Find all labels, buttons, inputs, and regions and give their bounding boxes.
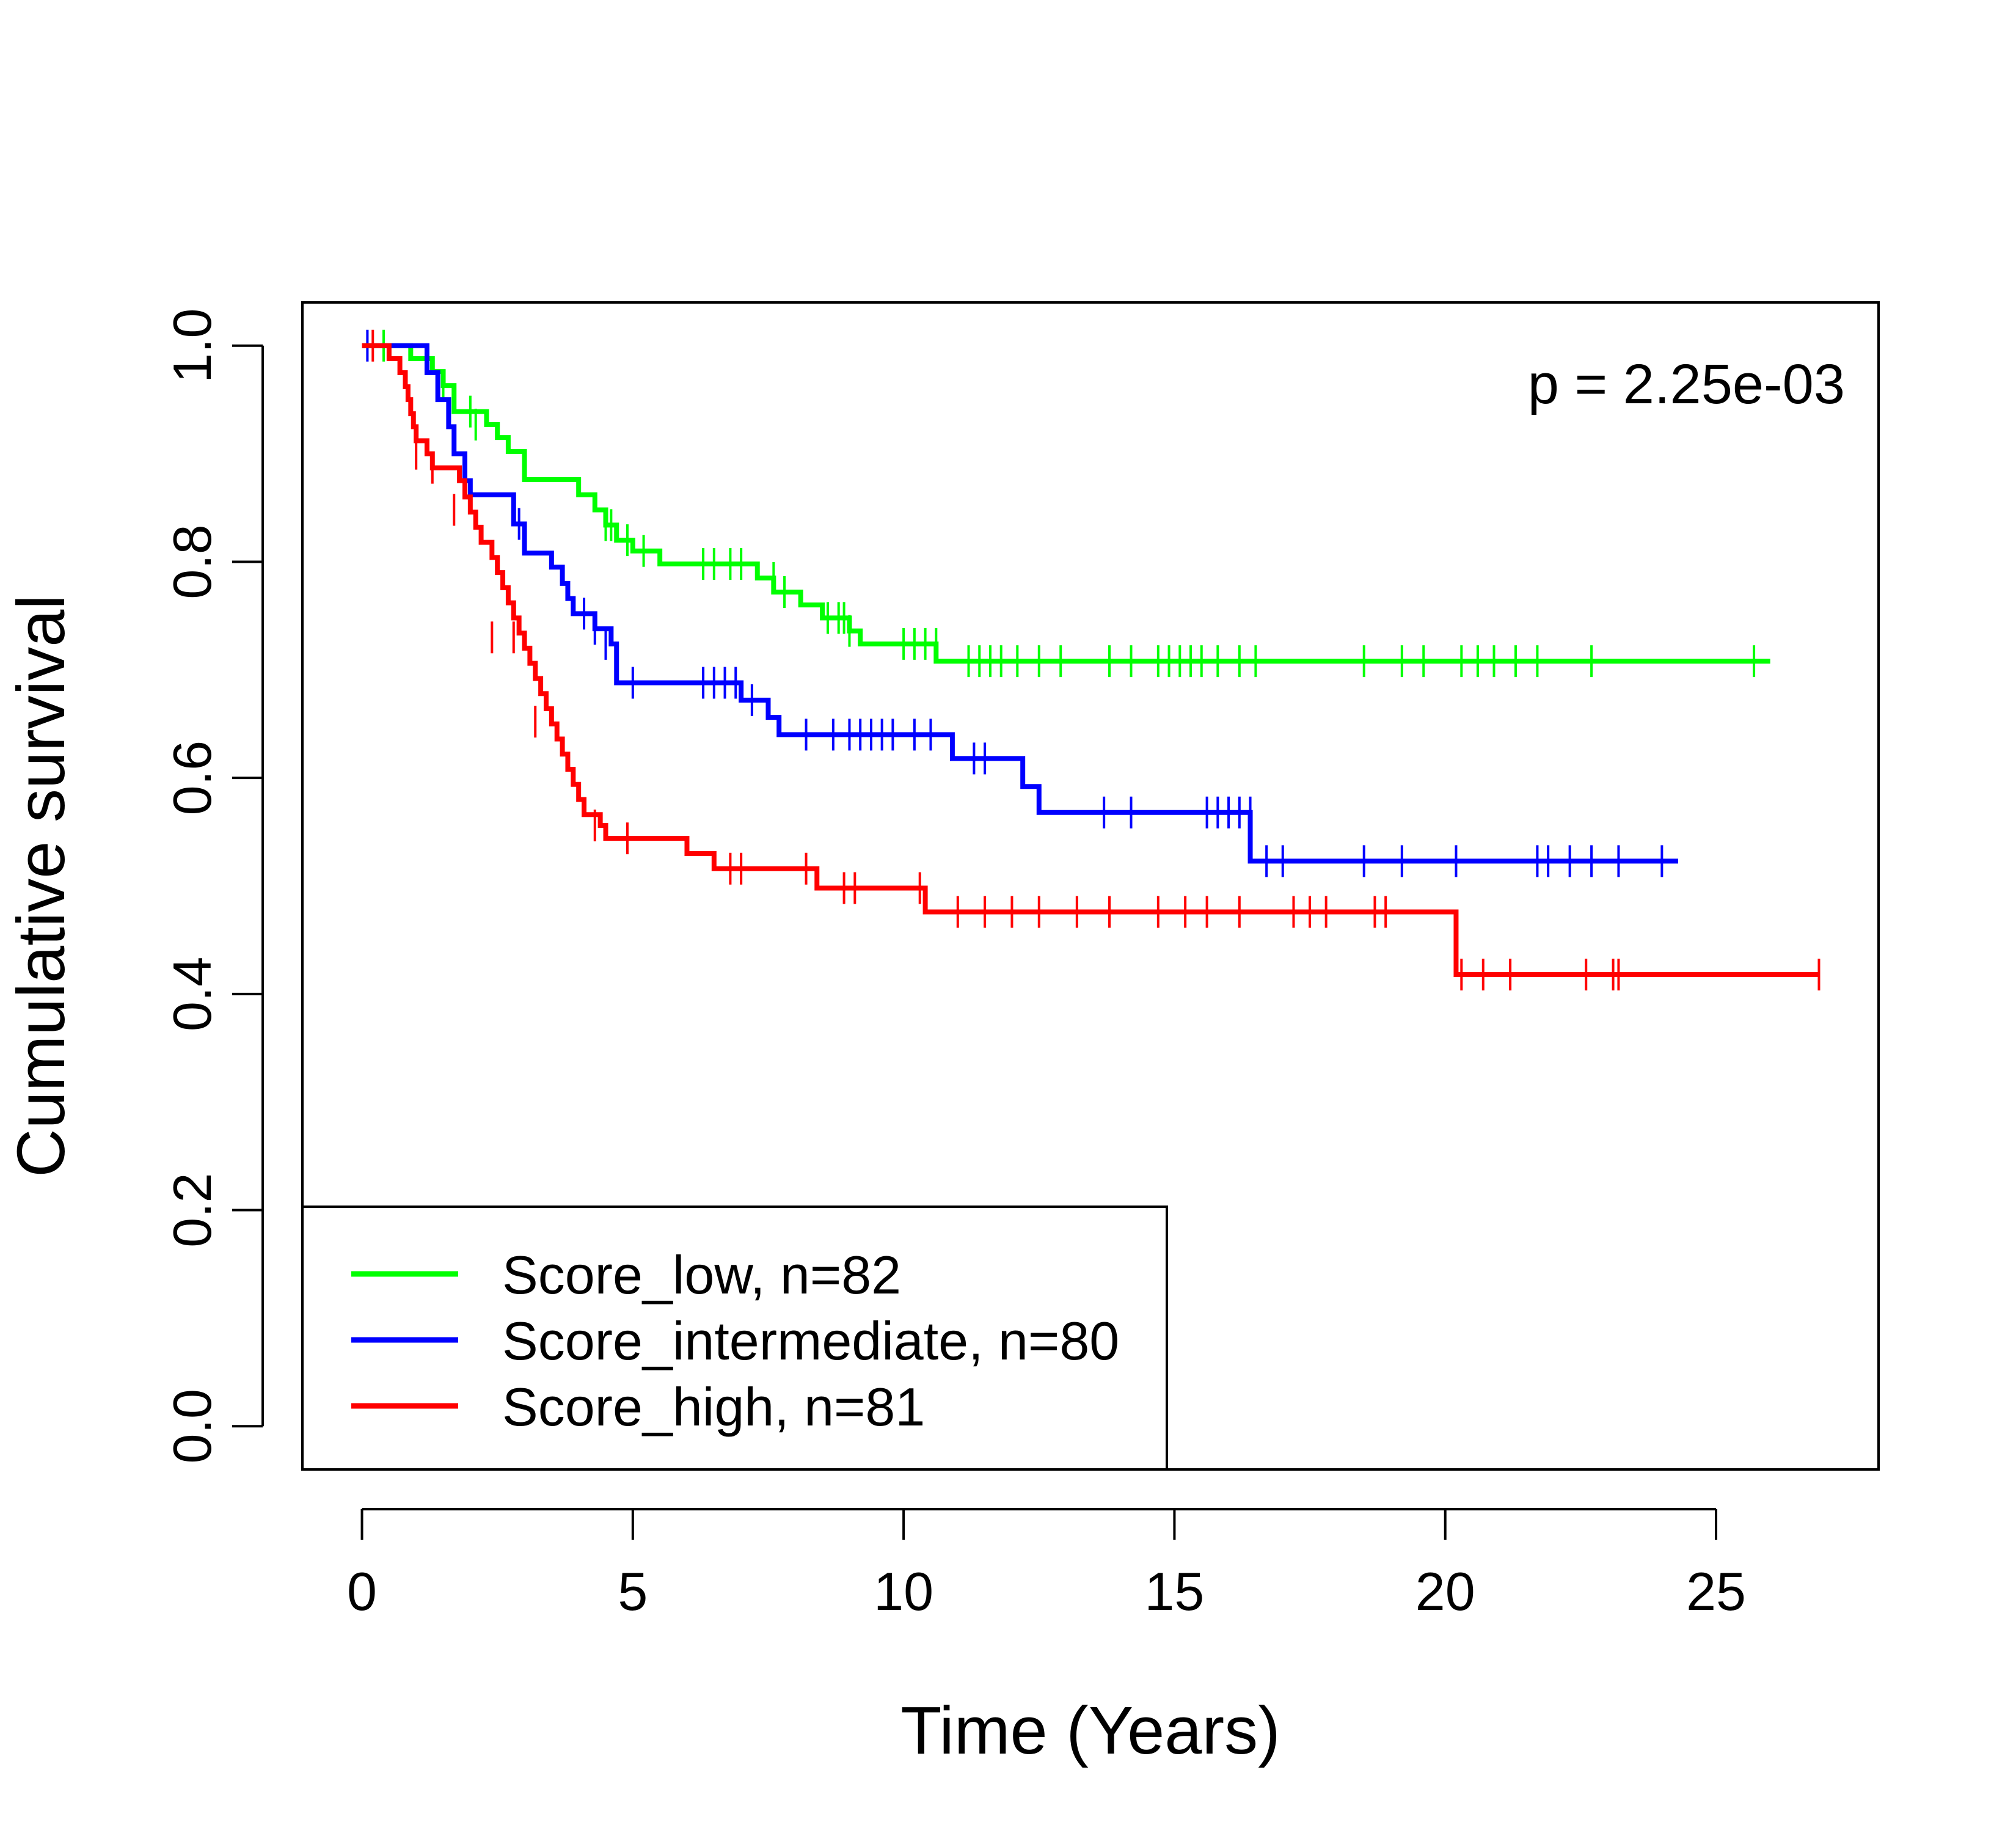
y-axis: 0.0 0.2 0.4 0.6 0.8 1.0 — [162, 309, 264, 1463]
curve-score-high — [362, 343, 1819, 978]
x-tick-label: 20 — [1415, 1561, 1475, 1622]
y-tick-label: 0.4 — [162, 957, 222, 1031]
y-tick-label: 0.8 — [162, 524, 222, 599]
survival-curves — [362, 329, 1821, 991]
legend-label: Score_intermediate, n=80 — [502, 1311, 1119, 1371]
p-value-annotation: p = 2.25e-03 — [1528, 353, 1845, 415]
series-score-intermediate — [362, 329, 1678, 877]
x-axis: 0 5 10 15 20 25 — [347, 1508, 1746, 1622]
y-tick-label: 0.6 — [162, 741, 222, 815]
series-score-low — [362, 329, 1770, 678]
x-axis-title: Time (Years) — [900, 1693, 1280, 1768]
legend-label: Score_high, n=81 — [502, 1377, 925, 1437]
y-tick-label: 0.2 — [162, 1173, 222, 1247]
x-tick-label: 25 — [1686, 1561, 1746, 1622]
series-score-high — [362, 329, 1821, 991]
y-tick-label: 0.0 — [162, 1389, 222, 1463]
x-tick-label: 0 — [347, 1561, 377, 1622]
curve-score-intermediate — [362, 343, 1678, 864]
y-axis-title: Cumulative survival — [4, 595, 79, 1177]
x-tick-label: 10 — [874, 1561, 933, 1622]
y-tick-label: 1.0 — [162, 309, 222, 383]
x-tick-label: 5 — [618, 1561, 648, 1622]
x-tick-label: 15 — [1144, 1561, 1204, 1622]
legend-label: Score_low, n=82 — [502, 1245, 901, 1305]
